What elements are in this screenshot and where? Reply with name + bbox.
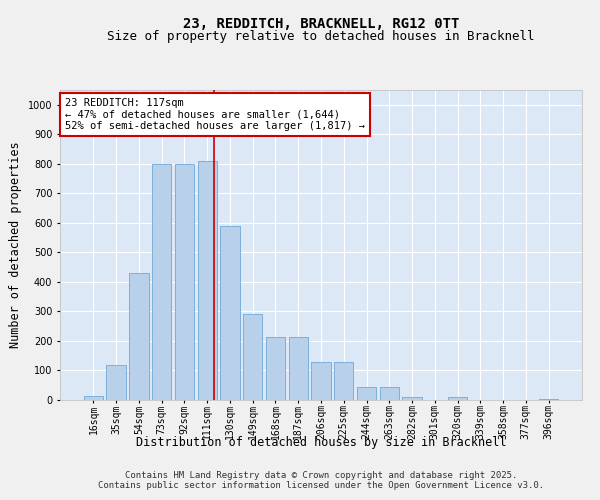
Bar [448, 397, 467, 400]
Bar [106, 364, 126, 400]
Bar [197, 161, 217, 400]
Y-axis label: Number of detached properties: Number of detached properties [10, 142, 22, 348]
Bar [403, 397, 422, 400]
Bar [334, 362, 353, 400]
Bar [129, 273, 149, 400]
Bar [84, 396, 103, 400]
Bar [220, 226, 239, 400]
Bar [311, 362, 331, 400]
Text: 23, REDDITCH, BRACKNELL, RG12 0TT: 23, REDDITCH, BRACKNELL, RG12 0TT [183, 18, 459, 32]
Text: Size of property relative to detached houses in Bracknell: Size of property relative to detached ho… [107, 30, 535, 43]
Bar [266, 336, 285, 400]
Bar [243, 314, 262, 400]
Text: Contains HM Land Registry data © Crown copyright and database right 2025.
Contai: Contains HM Land Registry data © Crown c… [98, 470, 544, 490]
Bar [539, 398, 558, 400]
Bar [175, 164, 194, 400]
Text: 23 REDDITCH: 117sqm
← 47% of detached houses are smaller (1,644)
52% of semi-det: 23 REDDITCH: 117sqm ← 47% of detached ho… [65, 98, 365, 131]
Text: Distribution of detached houses by size in Bracknell: Distribution of detached houses by size … [136, 436, 506, 449]
Bar [152, 164, 172, 400]
Bar [289, 336, 308, 400]
Bar [357, 386, 376, 400]
Bar [380, 386, 399, 400]
